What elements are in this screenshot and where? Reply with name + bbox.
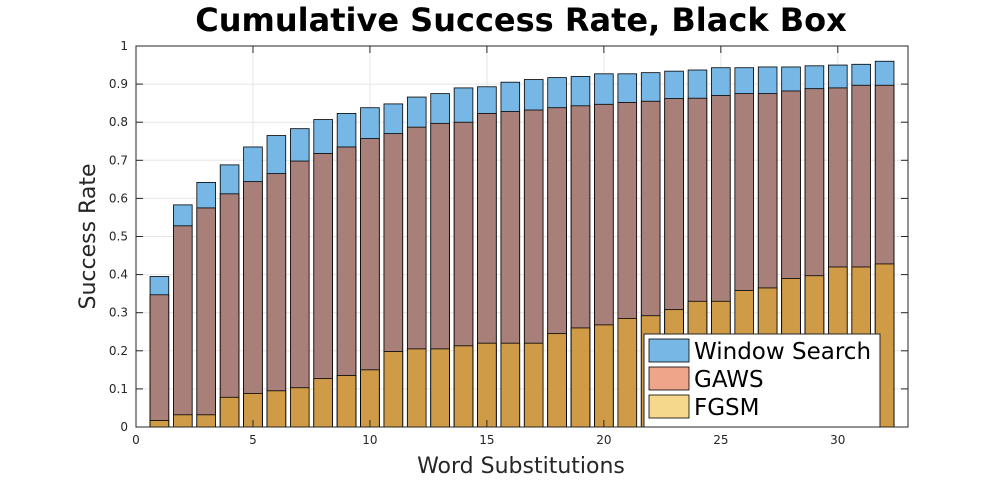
y-tick-label: 0.5 [109,230,128,244]
y-tick-label: 0.8 [109,115,128,129]
bar [406,348,427,428]
bar [547,333,567,428]
bar [196,414,216,428]
x-tick-label: 5 [249,433,257,447]
bar [219,396,240,428]
y-tick-label: 0.6 [109,191,128,205]
bar [289,160,310,428]
bar [477,342,497,428]
x-tick-label: 15 [479,433,494,447]
bar [149,420,170,428]
y-tick-label: 0.1 [109,382,128,396]
bar [383,351,404,428]
bar [219,193,240,428]
x-tick-label: 30 [830,433,845,447]
bar [500,342,521,428]
bar [289,387,310,428]
bar [313,378,333,428]
legend-label: GAWS [694,367,764,393]
bar [453,345,474,428]
y-tick-label: 0.9 [109,77,128,91]
legend-label: FGSM [694,395,760,421]
bar [173,414,193,428]
bar [266,390,287,428]
legend-swatch [648,394,690,419]
chart-title: Cumulative Success Rate, Black Box [195,1,847,39]
ticks: 0 5 10 15 20 25 30 0 0.1 0.2 0.3 0.4 0.5 0.6 0.7 0.8 0.9… [109,39,908,447]
legend-swatch [648,366,690,391]
bar [173,225,193,428]
bar [617,318,638,428]
bar [523,342,544,428]
x-axis-label: Word Substitutions [417,454,625,479]
y-tick-label: 0 [120,420,128,434]
bar [196,207,216,428]
y-tick-label: 0.7 [109,153,128,167]
x-tick-label: 25 [713,433,728,447]
x-tick-label: 10 [362,433,377,447]
bar [336,375,357,428]
bar [594,324,614,428]
y-tick-label: 0.4 [109,268,128,282]
bar [149,294,170,428]
legend-swatch [648,338,690,363]
y-tick-label: 1 [120,39,128,53]
bar [360,369,380,428]
y-axis-label: Success Rate [76,164,101,310]
bar [243,181,263,428]
y-tick-label: 0.3 [109,306,128,320]
bar [266,173,287,428]
legend-label: Window Search [694,339,871,365]
bar [570,327,591,428]
x-tick-label: 20 [596,433,611,447]
bar [430,348,450,428]
y-tick-label: 0.2 [109,344,128,358]
x-tick-label: 0 [132,433,140,447]
